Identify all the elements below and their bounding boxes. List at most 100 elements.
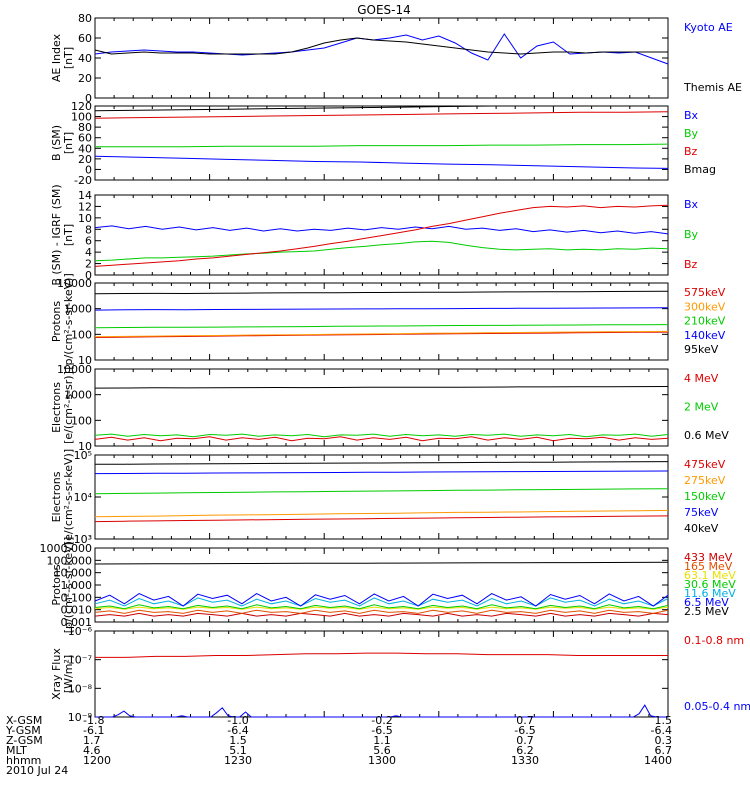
y-tick-label: 120 <box>71 100 92 113</box>
y-axis-label-line: Electrons <box>50 471 63 522</box>
series-line-themis-ae <box>94 37 668 55</box>
series-line-0-1-0-8-nm <box>95 652 668 658</box>
series-line-bmag <box>94 105 668 112</box>
panel-frame <box>94 194 669 276</box>
legend-label: 475keV <box>684 458 726 471</box>
series-line-300kev <box>94 330 669 338</box>
y-tick-label: 6 <box>85 235 92 248</box>
legend-label: 575keV <box>684 286 726 299</box>
x-axis-value-z: 0.7 <box>516 734 534 747</box>
legend-label: 140keV <box>684 329 726 342</box>
legend-label: Bz <box>684 145 698 158</box>
x-axis-value-x: -1.0 <box>227 714 248 727</box>
x-axis-value-hhmm: 1330 <box>511 754 539 767</box>
y-tick-label: 60 <box>78 132 92 145</box>
series-line-150kev <box>94 488 669 495</box>
panel-frame <box>94 368 669 447</box>
series-line-165-mev <box>94 609 669 614</box>
x-axis-value-z: 1.1 <box>373 734 391 747</box>
series-line-575kev <box>94 331 669 338</box>
y-axis-label: Electrons[e/(cm²-s-sr-keV)] <box>50 449 75 545</box>
y-axis-label-unit: [p/(cm²-s-sr-keV)] <box>62 537 75 634</box>
legend-label: 30.6 MeV <box>684 578 736 591</box>
x-axis-value-x: -1.8 <box>83 714 104 727</box>
y-axis-label-line: B (SM) <box>50 125 63 161</box>
y-tick-label: 1000.000 <box>40 542 93 555</box>
y-tick-label: 0 <box>85 269 92 282</box>
y-tick-label: 10 <box>78 212 92 225</box>
y-tick-label: 20 <box>78 72 92 85</box>
y-tick-label: 8 <box>85 223 92 236</box>
y-tick-label: 100 <box>71 111 92 124</box>
legend-label: Bx <box>684 198 699 211</box>
x-axis-value-mlt: 5.1 <box>229 744 247 757</box>
y-tick-label: 12 <box>78 200 92 213</box>
y-tick-label: -20 <box>74 174 92 187</box>
y-tick-label: 10.000 <box>54 567 93 580</box>
legend-label: 150keV <box>684 490 726 503</box>
y-tick-label: 10000 <box>57 363 92 376</box>
x-axis-value-x: 1.5 <box>655 714 673 727</box>
x-axis-value-y: -6.4 <box>651 724 672 737</box>
legend-label: Bz <box>684 258 698 271</box>
series-line-210kev <box>94 324 669 329</box>
series-line-by <box>94 240 669 262</box>
legend-label: By <box>684 127 699 140</box>
y-tick-label: 10³ <box>74 533 92 546</box>
y-axis-label-unit: [e/(cm²-s-sr-keV)] <box>62 449 75 545</box>
legend-label: Kyoto AE <box>684 21 733 34</box>
y-axis-label-line: Electrons <box>50 382 63 433</box>
panel-xray: 10⁻⁹ 10⁻⁸ 10⁻⁷ 10⁻⁶ Xray Flux[W/m²] 0.1-0.8 n… <box>50 625 750 724</box>
series-line-4-mev <box>94 436 669 442</box>
panel-frame <box>94 17 669 99</box>
series-line-bx <box>94 225 669 235</box>
legend-label: 165 MeV <box>684 560 733 573</box>
panel-frame <box>94 282 669 361</box>
x-axis-row-label: hhmm <box>6 754 41 767</box>
x-axis-row-label: X-GSM <box>6 714 42 727</box>
y-tick-label: 10⁻⁹ <box>68 711 92 724</box>
y-axis-label-line: Protons <box>50 301 63 342</box>
y-tick-label: 0 <box>85 92 92 105</box>
x-axis-value-mlt: 6.7 <box>655 744 673 757</box>
legend-label: Bx <box>684 109 699 122</box>
y-axis-label-line: Protons <box>50 564 63 605</box>
legend-label: 40keV <box>684 522 719 535</box>
legend-label: Bmag <box>684 163 716 176</box>
legend-label: 300keV <box>684 300 726 313</box>
series-line-475kev <box>94 515 669 523</box>
y-tick-label: 100 <box>71 414 92 427</box>
series-line-140kev <box>94 307 669 311</box>
series-line-11-6-mev <box>94 597 669 607</box>
legend-label: 210keV <box>684 315 726 328</box>
y-axis-label-unit: [nT] <box>62 132 75 154</box>
legend-label: 433 MeV <box>684 551 733 564</box>
legend-label: By <box>684 228 699 241</box>
y-tick-label: 80 <box>78 12 92 25</box>
series-line-40kev <box>94 461 669 465</box>
x-axis-row-label: 2010 Jul 24 <box>6 764 68 777</box>
series-line-30-6-mev <box>94 604 669 610</box>
y-tick-label: 0.001 <box>61 616 93 629</box>
x-axis-value-x: -0.2 <box>371 714 392 727</box>
x-axis-value-y: -6.4 <box>227 724 248 737</box>
series-line-0-05-0-4-nm <box>95 704 668 718</box>
y-axis-label: B (SM) - IGRF (SM)[nT] <box>50 184 75 285</box>
series-line-433-mev <box>94 612 669 617</box>
x-axis-row-label: MLT <box>6 744 27 757</box>
y-tick-label: 100 <box>71 328 92 341</box>
series-line-75kev <box>94 470 669 475</box>
legend-label: 0.1-0.8 nm <box>684 634 744 647</box>
y-tick-label: 60 <box>78 32 92 45</box>
x-axis-value-y: -6.5 <box>371 724 392 737</box>
series-line-2-5-mev <box>94 561 669 565</box>
y-axis-label: Electrons[e/(cm²-s-sr)] <box>50 371 75 444</box>
y-axis-label: Protons[p/(cm²-s-sr-keV)] <box>50 537 75 634</box>
chart-title: GOES-14 <box>357 3 411 17</box>
